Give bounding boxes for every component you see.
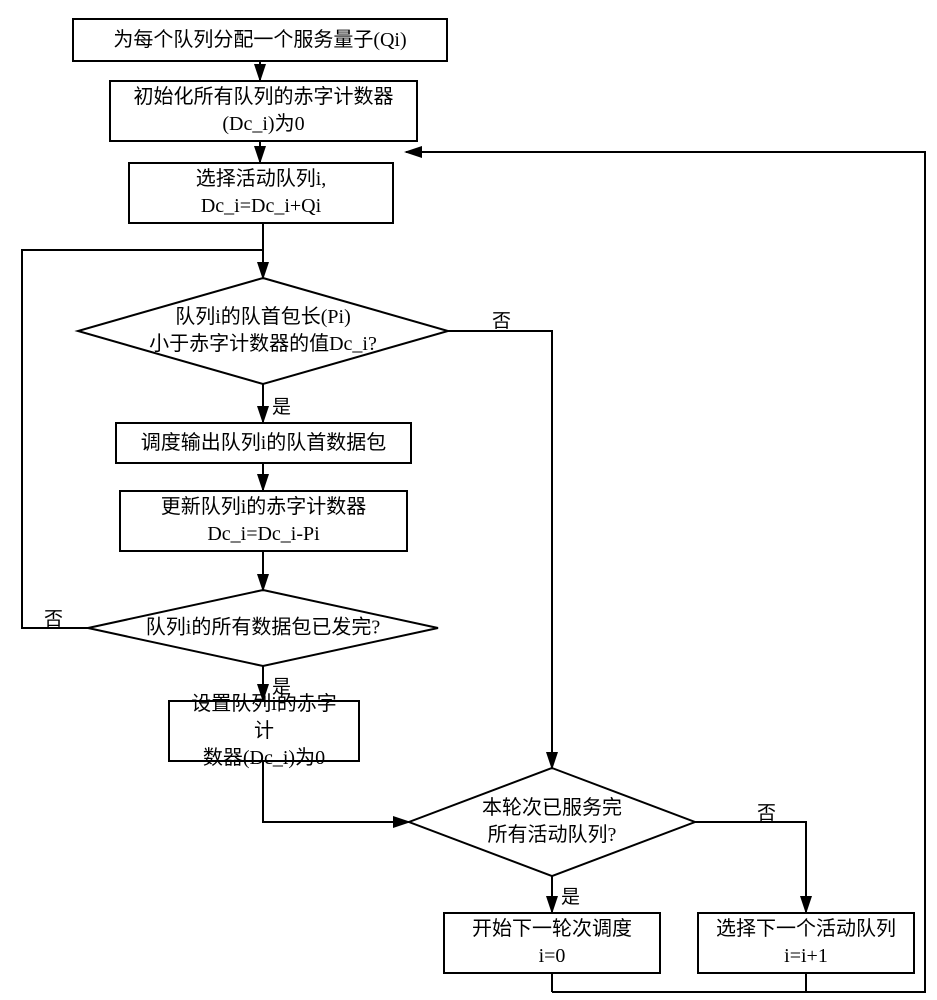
decision-label: 队列i的所有数据包已发完? (146, 617, 380, 639)
node-label: 初始化所有队列的赤字计数器(Dc_i)为0 (134, 84, 394, 138)
edge-label-no: 否 (757, 798, 776, 825)
edge-label-no: 否 (44, 604, 63, 631)
node-dispatch-packet: 调度输出队列i的队首数据包 (115, 422, 412, 464)
node-reset-deficit: 设置队列i的赤字计数器(Dc_i)为0 (168, 700, 360, 762)
edge-label-yes: 是 (272, 672, 291, 699)
edge-label-no: 否 (492, 306, 511, 333)
node-label: 为每个队列分配一个服务量子(Qi) (113, 27, 406, 54)
node-label: 更新队列i的赤字计数器Dc_i=Dc_i-Pi (161, 494, 367, 548)
edge-label-yes: 是 (272, 392, 291, 419)
decision-all-served: 本轮次已服务完所有活动队列? (409, 768, 695, 876)
node-init-deficit: 初始化所有队列的赤字计数器(Dc_i)为0 (109, 80, 418, 142)
node-next-queue: 选择下一个活动队列i=i+1 (697, 912, 915, 974)
node-label: 调度输出队列i的队首数据包 (141, 430, 387, 457)
node-label: 选择活动队列i,Dc_i=Dc_i+Qi (196, 166, 327, 220)
node-select-queue: 选择活动队列i,Dc_i=Dc_i+Qi (128, 162, 394, 224)
node-assign-quantum: 为每个队列分配一个服务量子(Qi) (72, 18, 448, 62)
decision-queue-empty: 队列i的所有数据包已发完? (88, 590, 438, 666)
node-label: 选择下一个活动队列i=i+1 (716, 916, 896, 970)
node-label: 设置队列i的赤字计数器(Dc_i)为0 (184, 691, 344, 772)
decision-packet-length: 队列i的队首包长(Pi)小于赤字计数器的值Dc_i? (78, 278, 448, 384)
decision-label: 队列i的队首包长(Pi)小于赤字计数器的值Dc_i? (149, 306, 377, 355)
node-next-round: 开始下一轮次调度i=0 (443, 912, 661, 974)
edge-label-yes: 是 (561, 882, 580, 909)
decision-label: 本轮次已服务完所有活动队列? (482, 797, 622, 846)
node-update-deficit: 更新队列i的赤字计数器Dc_i=Dc_i-Pi (119, 490, 408, 552)
node-label: 开始下一轮次调度i=0 (472, 916, 632, 970)
